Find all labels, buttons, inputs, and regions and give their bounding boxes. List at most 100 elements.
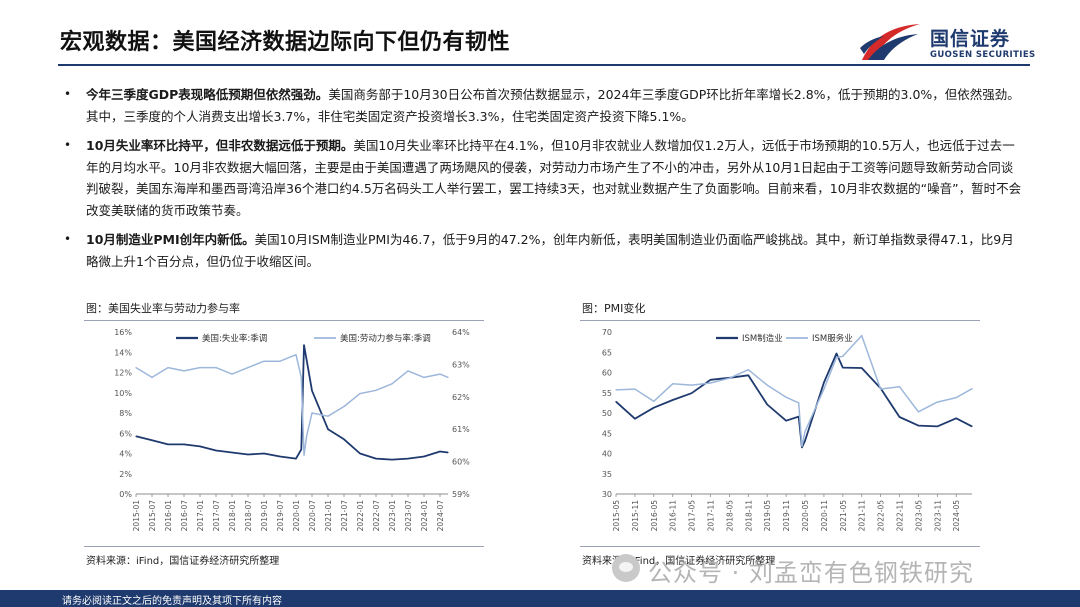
x-tick-label: 2016-01	[164, 500, 173, 532]
x-tick-label: 2021-01	[324, 500, 333, 532]
x-tick-label: 2018-05	[725, 500, 734, 532]
series-point-1	[391, 458, 393, 461]
legend-label-1: 美国:失业率:季调	[202, 333, 267, 344]
series-point-1	[263, 452, 265, 455]
panel-bottom-rule	[580, 546, 980, 547]
series-point-2	[447, 376, 449, 378]
wechat-icon	[612, 554, 640, 582]
x-tick-label: 2016-07	[180, 500, 189, 532]
y2-tick-label: 63%	[452, 360, 470, 369]
series-point-2	[615, 389, 617, 391]
header: 宏观数据：美国经济数据边际向下但仍有韧性 国信证券 GUOSEN SECURIT…	[0, 0, 1080, 66]
pmi-chart-panel: 图：PMI变化 30 35 40 45 50 55 60 65 70 2015-05 2015-11…	[580, 296, 980, 571]
series-point-1	[303, 344, 305, 346]
y2-tick-label: 64%	[452, 328, 470, 337]
series-point-1	[691, 392, 693, 394]
series-point-2	[311, 412, 313, 414]
series-point-2	[135, 367, 137, 369]
x-tick-label: 2015-05	[612, 500, 621, 532]
series-point-2	[634, 388, 636, 390]
series-point-1	[231, 451, 233, 454]
bullet-gdp: • 今年三季度GDP表现略低预期但依然强劲。美国商务部于10月30日公布首次预估…	[64, 84, 1024, 127]
bullet-dot-icon: •	[64, 138, 72, 152]
series-point-2	[247, 367, 249, 369]
y-tick-label: 30	[602, 490, 612, 499]
guosen-logo-icon	[860, 24, 920, 60]
series-point-2	[798, 402, 800, 404]
series-point-2	[423, 376, 425, 378]
legend-label-1: ISM制造业	[742, 333, 783, 344]
unemployment-chart-source: 资料来源：iFind，国信证券经济研究所整理	[86, 556, 280, 567]
series-point-1	[306, 359, 308, 361]
unemployment-chart-panel: 图：美国失业率与劳动力参与率 0% 2% 4% 6% 8% 10% 12% 14% 16% 59%…	[84, 296, 484, 571]
series-point-2	[842, 355, 844, 357]
y-tick-label: 35	[602, 470, 612, 479]
series-point-2	[804, 431, 806, 433]
panel-title-rule	[84, 320, 484, 321]
x-tick-label: 2015-11	[631, 500, 640, 532]
series-point-2	[880, 388, 882, 390]
series-point-2	[279, 360, 281, 362]
series-point-1	[199, 445, 201, 448]
series-point-2	[728, 377, 731, 379]
x-tick-label: 2020-05	[801, 500, 810, 532]
x-tick-label: 2016-05	[650, 500, 659, 532]
x-tick-label: 2017-07	[212, 500, 221, 532]
x-tick-label: 2024-01	[420, 500, 429, 532]
series-point-2	[375, 389, 377, 391]
x-tick-label: 2020-11	[820, 500, 829, 532]
series-point-1	[898, 416, 901, 418]
series-point-1	[615, 401, 617, 403]
panel-title-rule	[580, 320, 980, 321]
series-point-2	[917, 411, 920, 413]
series-point-1	[917, 424, 920, 427]
x-tick-label: 2018-11	[744, 500, 753, 532]
series-point-1	[279, 455, 281, 458]
series-point-1	[215, 449, 217, 452]
series-point-1	[823, 382, 825, 384]
series-point-1	[955, 417, 957, 419]
legend-label-2: 美国:劳动力参与率:季调	[340, 333, 431, 344]
footer-bar: 请务必阅读正文之后的免责声明及其项下所有内容	[0, 590, 1080, 607]
series-point-1	[835, 352, 838, 355]
bullet-lead: 今年三季度GDP表现略低预期但依然强劲。	[86, 87, 329, 102]
series-point-2	[653, 400, 655, 402]
bullet-list: • 今年三季度GDP表现略低预期但依然强劲。美国商务部于10月30日公布首次预估…	[64, 84, 1024, 280]
series-point-2	[861, 335, 863, 337]
series-point-1	[634, 418, 636, 420]
series-point-2	[691, 384, 693, 386]
series-point-2	[955, 397, 957, 399]
x-tick-label: 2022-01	[356, 500, 365, 532]
series-point-2	[306, 435, 308, 437]
x-tick-label: 2017-11	[707, 500, 716, 532]
series-point-1	[300, 448, 302, 451]
series-point-2	[801, 445, 803, 447]
x-tick-label: 2018-01	[228, 500, 237, 532]
x-tick-label: 2018-07	[244, 500, 253, 532]
series-point-2	[303, 454, 305, 456]
x-tick-label: 2023-07	[404, 500, 413, 532]
x-tick-label: 2021-07	[340, 500, 349, 532]
series-point-2	[167, 367, 169, 369]
series-point-2	[709, 382, 712, 384]
series-point-2	[199, 367, 201, 369]
series-point-1	[801, 446, 803, 449]
x-tick-label: 2023-11	[933, 500, 942, 532]
y2-tick-label: 62%	[452, 393, 470, 402]
bullet-text: 美国商务部于10月30日公布首次预估数据显示，2024年三季度GDP环比折年率增…	[86, 87, 1020, 124]
y-tick-label: 4%	[119, 450, 132, 459]
x-tick-label: 2023-01	[388, 500, 397, 532]
x-tick-label: 2019-11	[782, 500, 791, 532]
x-tick-label: 2020-07	[308, 500, 317, 532]
bullet-employment: • 10月失业率环比持平，但非农数据远低于预期。美国10月失业率环比持平在4.1…	[64, 135, 1024, 221]
y-tick-label: 65	[602, 348, 612, 357]
series-point-2	[151, 376, 153, 378]
y2-tick-label: 59%	[452, 490, 470, 499]
y-tick-label: 10%	[114, 389, 132, 398]
bullet-dot-icon: •	[64, 232, 72, 246]
x-tick-label: 2015-07	[148, 500, 157, 532]
y-tick-label: 16%	[114, 328, 132, 337]
x-tick-label: 2024-07	[436, 500, 445, 532]
series-point-1	[375, 457, 377, 460]
y-tick-label: 6%	[119, 429, 132, 438]
